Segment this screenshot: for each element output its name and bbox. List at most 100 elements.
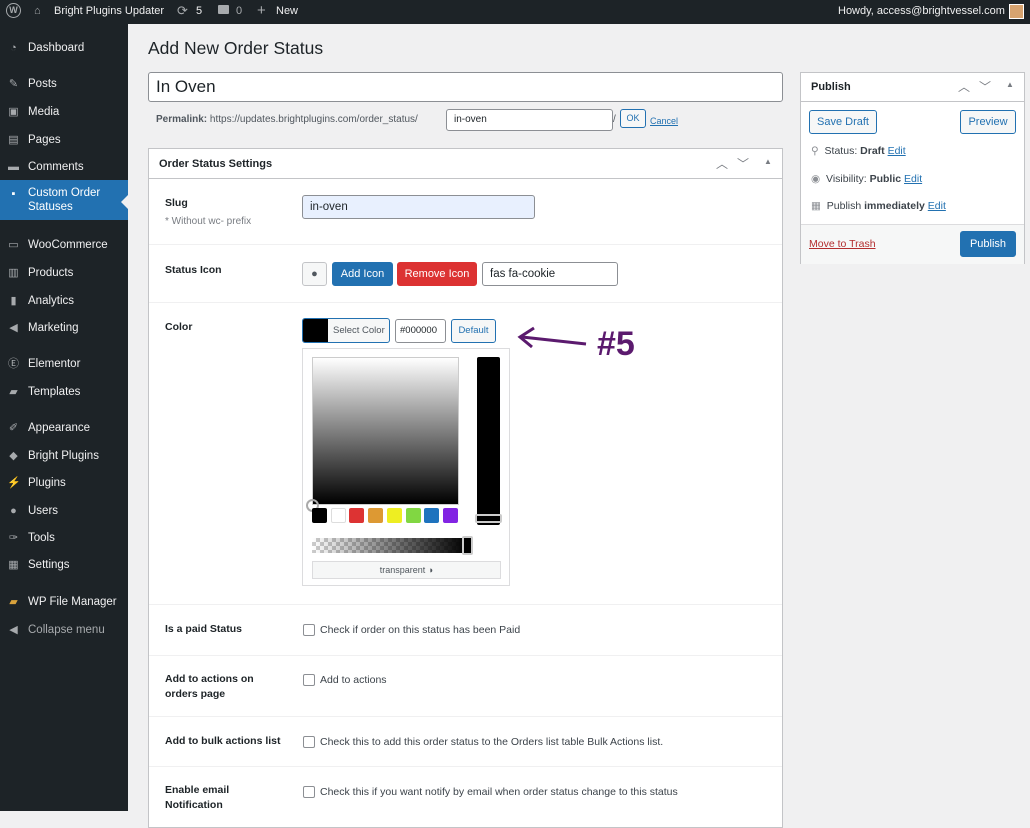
- add-icon-button[interactable]: Add Icon: [332, 262, 393, 286]
- sidebar-item-bright-plugins[interactable]: ◆ Bright Plugins: [0, 449, 128, 463]
- default-color-button[interactable]: Default: [451, 319, 496, 343]
- permalink-slug-input[interactable]: in-oven: [446, 109, 613, 131]
- updates-count[interactable]: 5: [196, 5, 203, 17]
- sidebar-item-label: Products: [28, 267, 74, 279]
- dashboard-icon: ◔: [10, 42, 17, 54]
- slug-row: Slug * Without wc- prefix in-oven: [149, 179, 782, 245]
- sidebar-item-media[interactable]: ▣ Media: [0, 105, 128, 119]
- move-up-icon[interactable]: ︿: [716, 157, 729, 171]
- sidebar-item-tools[interactable]: ✑ Tools: [0, 531, 128, 545]
- sidebar-item-elementor[interactable]: Ⓔ Elementor: [0, 357, 128, 371]
- status-icon-label: Status Icon: [165, 264, 222, 276]
- sidebar-item-appearance[interactable]: ✐ Appearance: [0, 421, 128, 435]
- email-row: Enable email Notification Check this if …: [149, 767, 782, 827]
- select-color-button[interactable]: Select Color: [302, 318, 390, 343]
- publish-button[interactable]: Publish: [960, 231, 1016, 257]
- sidebar-item-dashboard[interactable]: ◔ Dashboard: [0, 41, 128, 55]
- bulk-actions-text: Check this to add this order status to t…: [320, 736, 664, 748]
- howdy-link[interactable]: Howdy, access@brightvessel.com: [838, 5, 1005, 17]
- sidebar-item-label: Dashboard: [28, 42, 85, 54]
- sidebar-item-label: Tools: [28, 532, 55, 544]
- wordpress-logo-icon[interactable]: W: [6, 3, 21, 18]
- preview-button[interactable]: Preview: [960, 110, 1016, 134]
- sidebar-item-custom-order-statuses[interactable]: ▪ Custom Order Statuses: [0, 180, 128, 220]
- sidebar-item-products[interactable]: ▥ Products: [0, 266, 128, 280]
- sidebar-item-label: Settings: [28, 559, 70, 571]
- color-swatch[interactable]: [349, 508, 365, 523]
- comments-count[interactable]: 0: [236, 5, 243, 17]
- sidebar-item-comments[interactable]: ▬ Comments: [0, 160, 128, 174]
- remove-icon-button[interactable]: Remove Icon: [397, 262, 477, 286]
- color-row: Color Select Color #000000 Default trans…: [149, 303, 782, 605]
- permalink-cancel-link[interactable]: Cancel: [650, 116, 679, 126]
- move-down-icon[interactable]: ﹀: [737, 157, 750, 171]
- sidebar-item-label: WooCommerce: [28, 239, 108, 251]
- edit-status-link[interactable]: Edit: [887, 145, 906, 157]
- products-icon: ▥: [8, 267, 19, 279]
- color-swatch[interactable]: [368, 508, 384, 523]
- site-name-link[interactable]: Bright Plugins Updater: [54, 5, 165, 17]
- annotation-label: #5: [597, 325, 635, 363]
- lightness-slider[interactable]: [477, 357, 500, 525]
- title-input[interactable]: In Oven: [148, 72, 783, 102]
- sidebar-item-users[interactable]: ● Users: [0, 504, 128, 518]
- sidebar-item-analytics[interactable]: ▮ Analytics: [0, 294, 128, 308]
- slug-input[interactable]: in-oven: [302, 195, 535, 219]
- email-text: Check this if you want notify by email w…: [320, 786, 678, 798]
- sidebar-item-label: Media: [28, 106, 60, 118]
- permalink-ok-button[interactable]: OK: [620, 109, 646, 128]
- cookie-icon[interactable]: ●: [302, 262, 327, 286]
- color-swatch[interactable]: [424, 508, 440, 523]
- slug-hint: * Without wc- prefix: [165, 216, 252, 227]
- sidebar-item-posts[interactable]: ✎ Posts: [0, 77, 128, 91]
- color-preview: [303, 319, 328, 342]
- edit-visibility-link[interactable]: Edit: [904, 173, 923, 185]
- toggle-panel-icon[interactable]: ▲: [1006, 80, 1014, 89]
- email-checkbox[interactable]: [303, 786, 315, 798]
- color-swatch[interactable]: [312, 508, 327, 523]
- comments-icon: [218, 5, 229, 14]
- new-link[interactable]: New: [276, 5, 299, 17]
- sidebar-item-collapse-menu[interactable]: ◀ Collapse menu: [0, 623, 128, 637]
- save-draft-button[interactable]: Save Draft: [809, 110, 877, 134]
- alpha-slider[interactable]: [312, 538, 467, 553]
- media-icon: ▣: [8, 106, 19, 118]
- color-swatch[interactable]: [386, 508, 402, 523]
- paid-status-checkbox[interactable]: [303, 624, 315, 636]
- sidebar-item-templates[interactable]: ▰ Templates: [0, 385, 128, 399]
- saturation-field[interactable]: [312, 357, 459, 505]
- sidebar-item-label: WP File Manager: [28, 596, 117, 608]
- sidebar-item-plugins[interactable]: ⚡ Plugins: [0, 476, 128, 490]
- bulk-actions-checkbox[interactable]: [303, 736, 315, 748]
- sidebar-item-label: Posts: [28, 78, 57, 90]
- icon-class-input[interactable]: fas fa-cookie: [482, 262, 618, 286]
- settings-box-header: Order Status Settings ︿ ﹀ ▲: [149, 149, 782, 179]
- sidebar-item-marketing[interactable]: ◀ Marketing: [0, 321, 128, 335]
- sidebar-item-label: Appearance: [28, 422, 91, 434]
- megaphone-icon: ◀: [9, 322, 18, 334]
- color-swatch[interactable]: [330, 508, 346, 523]
- plug-icon: ⚡: [7, 477, 21, 489]
- calendar-icon: ▦: [811, 200, 821, 212]
- hex-input[interactable]: #000000: [395, 319, 446, 343]
- sidebar-item-pages[interactable]: ▤ Pages: [0, 133, 128, 147]
- sidebar-item-settings[interactable]: ▦ Settings: [0, 558, 128, 572]
- status-icon-row: Status Icon ● Add Icon Remove Icon fas f…: [149, 245, 782, 303]
- sidebar-item-label: Custom Order Statuses: [28, 187, 101, 213]
- move-up-icon[interactable]: ︿: [958, 80, 971, 94]
- transparent-button[interactable]: transparent ◑: [312, 561, 501, 579]
- move-to-trash-link[interactable]: Move to Trash: [809, 238, 876, 250]
- color-swatch[interactable]: [442, 508, 458, 523]
- edit-publish-time-link[interactable]: Edit: [927, 200, 946, 212]
- avatar[interactable]: [1009, 4, 1024, 19]
- color-swatch[interactable]: [405, 508, 421, 523]
- admin-bar: W ⌂ Bright Plugins Updater ⟳ 5 0 + New H…: [0, 0, 1030, 24]
- sidebar-item-wp-file-manager[interactable]: ▰ WP File Manager: [0, 595, 128, 609]
- sidebar-item-woocommerce[interactable]: ▭ WooCommerce: [0, 238, 128, 252]
- move-down-icon[interactable]: ﹀: [979, 80, 992, 94]
- lightness-handle[interactable]: [475, 514, 502, 523]
- add-actions-checkbox[interactable]: [303, 674, 315, 686]
- brush-icon: ✐: [8, 422, 19, 434]
- alpha-handle[interactable]: [462, 536, 473, 555]
- toggle-panel-icon[interactable]: ▲: [764, 157, 772, 166]
